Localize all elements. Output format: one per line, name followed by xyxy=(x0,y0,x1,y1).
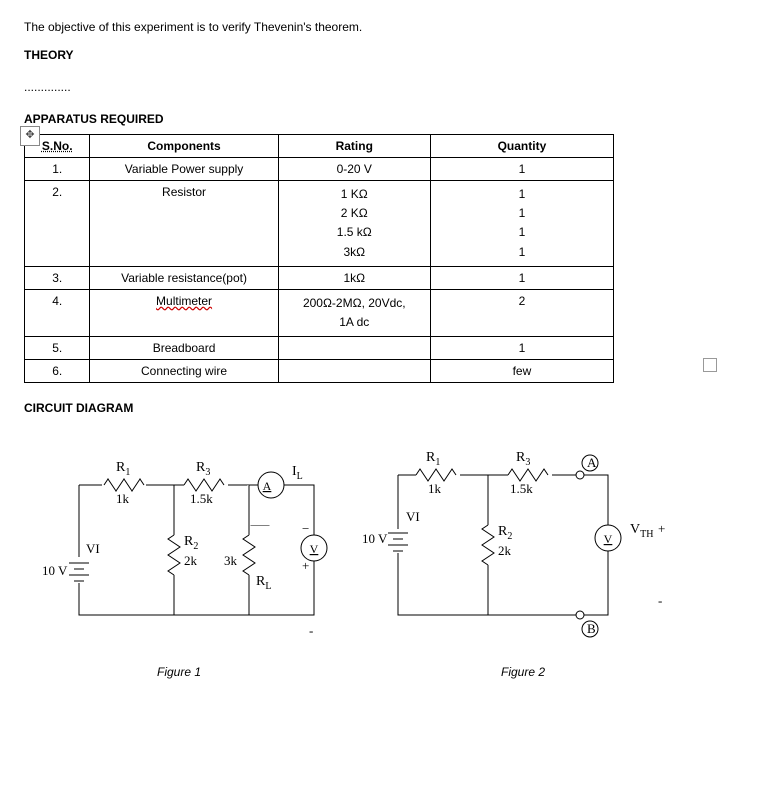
cell-component: Variable Power supply xyxy=(90,158,278,181)
figure-1-caption: Figure 1 xyxy=(24,665,334,679)
source-tag: VI xyxy=(86,541,100,556)
circuit-diagrams: + − R1 R3 1k 1.5k R2 2k 3k RL 10 V VI A … xyxy=(24,425,749,679)
source-voltage: 10 V xyxy=(362,531,388,546)
source-tag: VI xyxy=(406,509,420,524)
r1-label: R1 xyxy=(426,450,440,468)
table-row: 1. Variable Power supply 0-20 V 1 xyxy=(25,158,614,181)
r3-label: R3 xyxy=(516,450,530,468)
r3-label: R3 xyxy=(196,460,210,478)
objective-text: The objective of this experiment is to v… xyxy=(24,20,749,34)
source-voltage: 10 V xyxy=(42,563,68,578)
vth-label: VTH xyxy=(630,522,653,540)
col-quantity: Quantity xyxy=(430,135,613,158)
rl-value: 3k xyxy=(224,553,238,568)
table-move-handle-icon[interactable]: ✥ xyxy=(20,126,40,146)
voltmeter-minus: − xyxy=(302,521,309,536)
cell-qty: 1111 xyxy=(430,181,613,267)
cell-rating: 200Ω-2MΩ, 20Vdc,1A dc xyxy=(278,289,430,336)
cell-qty: few xyxy=(430,360,613,383)
figure-2-svg: R1 R3 1k 1.5k R2 2k 10 V VI A B V VTH + … xyxy=(358,425,688,655)
cell-qty: 2 xyxy=(430,289,613,336)
table-header-row: S.No. Components Rating Quantity xyxy=(25,135,614,158)
theory-placeholder-dots: .............. xyxy=(24,80,749,94)
figure-2: R1 R3 1k 1.5k R2 2k 10 V VI A B V VTH + … xyxy=(358,425,688,679)
circuit-heading: CIRCUIT DIAGRAM xyxy=(24,401,749,415)
apparatus-table: S.No. Components Rating Quantity 1. Vari… xyxy=(24,134,614,383)
col-rating: Rating xyxy=(278,135,430,158)
r1-label: R1 xyxy=(116,460,130,478)
col-sno: S.No. xyxy=(42,139,73,153)
cell-sno: 2. xyxy=(25,181,90,267)
r2-label: R2 xyxy=(184,534,198,552)
table-row: 4. Multimeter 200Ω-2MΩ, 20Vdc,1A dc 2 xyxy=(25,289,614,336)
vth-plus: + xyxy=(658,521,665,536)
figure-1: + − R1 R3 1k 1.5k R2 2k 3k RL 10 V VI A … xyxy=(24,425,334,679)
r2-value: 2k xyxy=(184,553,198,568)
fig1-minus: - xyxy=(309,623,313,638)
table-row: 3. Variable resistance(pot) 1kΩ 1 xyxy=(25,266,614,289)
col-components: Components xyxy=(90,135,278,158)
r3-value: 1.5k xyxy=(510,481,533,496)
table-row: 5. Breadboard 1 xyxy=(25,337,614,360)
figure-1-svg: + − R1 R3 1k 1.5k R2 2k 3k RL 10 V VI A … xyxy=(24,425,334,655)
r2-value: 2k xyxy=(498,543,512,558)
table-resize-handle-icon[interactable] xyxy=(703,358,717,372)
cell-qty: 1 xyxy=(430,158,613,181)
cell-sno: 1. xyxy=(25,158,90,181)
node-b-label: B xyxy=(587,621,596,636)
cell-qty: 1 xyxy=(430,337,613,360)
r2-label: R2 xyxy=(498,524,512,542)
voltmeter-label: V xyxy=(604,532,613,546)
cell-sno: 3. xyxy=(25,266,90,289)
cell-rating xyxy=(278,360,430,383)
cell-sno: 6. xyxy=(25,360,90,383)
voltmeter-plus: + xyxy=(302,558,309,573)
cell-rating xyxy=(278,337,430,360)
cell-rating: 0-20 V xyxy=(278,158,430,181)
cell-component: Resistor xyxy=(90,181,278,267)
r1-value: 1k xyxy=(428,481,442,496)
voltmeter-label: V xyxy=(310,542,319,556)
cell-component: Breadboard xyxy=(90,337,278,360)
cell-component: Connecting wire xyxy=(90,360,278,383)
cell-component: Multimeter xyxy=(90,289,278,336)
cell-sno: 4. xyxy=(25,289,90,336)
cell-sno: 5. xyxy=(25,337,90,360)
node-a-label: A xyxy=(587,455,597,470)
figure-2-caption: Figure 2 xyxy=(358,665,688,679)
cell-component: Variable resistance(pot) xyxy=(90,266,278,289)
cell-rating: 1 KΩ2 KΩ1.5 kΩ3kΩ xyxy=(278,181,430,267)
table-row: 6. Connecting wire few xyxy=(25,360,614,383)
cell-rating: 1kΩ xyxy=(278,266,430,289)
table-row: 2. Resistor 1 KΩ2 KΩ1.5 kΩ3kΩ 1111 xyxy=(25,181,614,267)
apparatus-heading: APPARATUS REQUIRED xyxy=(24,112,749,126)
ammeter-label: A xyxy=(263,479,272,493)
cell-qty: 1 xyxy=(430,266,613,289)
rl-label: RL xyxy=(256,574,271,592)
r1-value: 1k xyxy=(116,491,130,506)
theory-heading: THEORY xyxy=(24,48,749,62)
vth-minus: - xyxy=(658,593,662,608)
r3-value: 1.5k xyxy=(190,491,213,506)
